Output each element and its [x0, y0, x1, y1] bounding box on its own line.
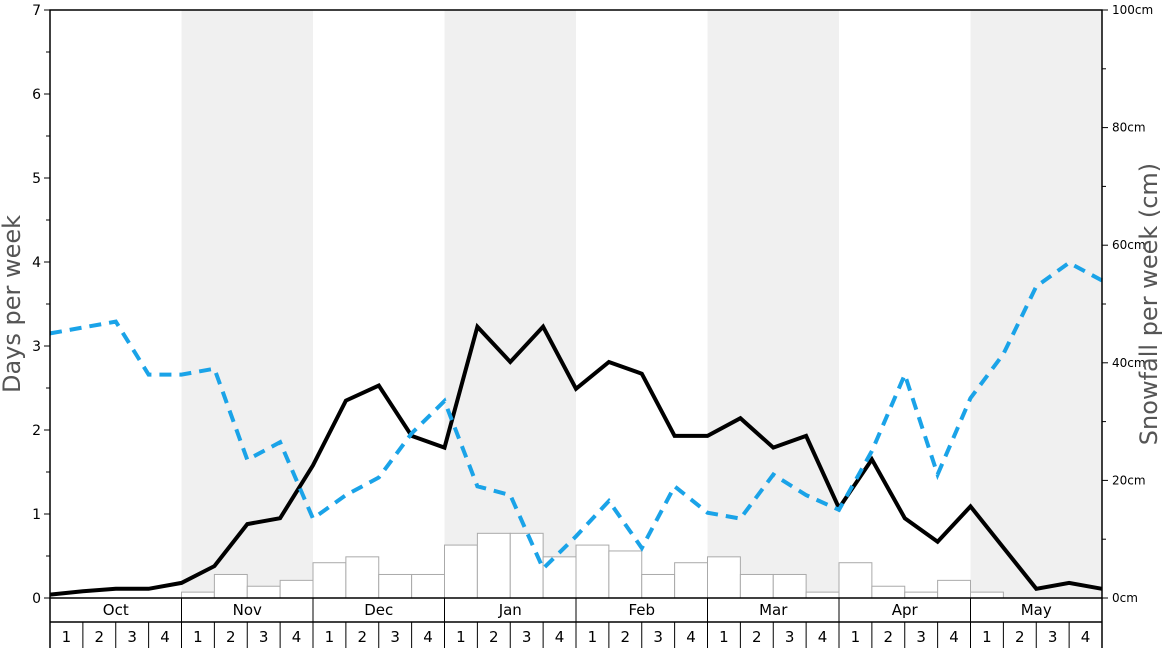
- y2-tick-label: 20cm: [1112, 473, 1146, 487]
- bar: [805, 591, 840, 599]
- week-label: 4: [160, 628, 170, 646]
- snow-days-line: [49, 322, 1103, 597]
- y-tick-label: 2: [32, 423, 41, 439]
- y-tick-label: 3: [32, 339, 41, 355]
- bar: [509, 532, 544, 599]
- week-row: 1 2 3 4 1 2 3 4 1 2 3 4 1 2 3 4 1 2 3 4 1 2 3 4 1 2 3 4 1 2 3 4: [62, 622, 1091, 648]
- month-shading: [181, 10, 1102, 598]
- right-axis: 0cm 20cm 40cm 60cm 80cm 100cm: [1102, 3, 1153, 605]
- bar: [312, 562, 347, 599]
- month-label-jan: Jan: [498, 601, 522, 619]
- month-shade-may: [970, 10, 1102, 598]
- y-axis-label: Days per week: [0, 215, 26, 393]
- week-label: 4: [686, 628, 696, 646]
- week-label: 1: [719, 628, 729, 646]
- y2-tick-label: 100cm: [1112, 3, 1153, 17]
- bar: [444, 544, 478, 599]
- week-label: 2: [621, 628, 631, 646]
- month-shade-nov: [181, 10, 313, 598]
- week-label: 1: [851, 628, 861, 646]
- month-label-nov: Nov: [233, 601, 262, 619]
- y-tick-label: 1: [32, 507, 41, 523]
- y2-tick-label: 0cm: [1112, 591, 1138, 605]
- y2-axis-label: Snowfall per week (cm): [1135, 163, 1163, 445]
- bar: [871, 585, 906, 599]
- bar: [411, 573, 445, 599]
- y-tick-label: 0: [32, 591, 41, 607]
- week-label: 3: [390, 628, 400, 646]
- bar: [608, 550, 643, 599]
- bar: [838, 562, 873, 599]
- y-tick-label: 4: [32, 255, 41, 271]
- month-label-may: May: [1021, 601, 1052, 619]
- y-tick-label: 5: [32, 171, 41, 187]
- week-label: 4: [1081, 628, 1091, 646]
- bar: [772, 573, 807, 599]
- bar: [707, 556, 741, 599]
- week-label: 3: [916, 628, 926, 646]
- week-label: 4: [949, 628, 959, 646]
- week-label: 2: [1015, 628, 1025, 646]
- bar: [213, 573, 248, 599]
- week-label: 2: [226, 628, 236, 646]
- week-label: 1: [982, 628, 992, 646]
- month-label-feb: Feb: [628, 601, 655, 619]
- week-label: 2: [752, 628, 762, 646]
- bar: [345, 556, 380, 599]
- week-label: 3: [259, 628, 269, 646]
- series-lines: [49, 260, 1103, 597]
- month-label-mar: Mar: [759, 601, 788, 619]
- week-label: 2: [489, 628, 499, 646]
- week-label: 4: [292, 628, 302, 646]
- week-label: 1: [62, 628, 72, 646]
- snow-days-bars: [181, 532, 1004, 599]
- month-label-oct: Oct: [103, 601, 129, 619]
- week-label: 2: [358, 628, 368, 646]
- week-label: 1: [193, 628, 203, 646]
- week-label: 1: [325, 628, 335, 646]
- week-label: 1: [588, 628, 598, 646]
- month-shade-jan: [444, 10, 576, 598]
- bar: [641, 573, 676, 599]
- month-label-apr: Apr: [892, 601, 919, 619]
- week-label: 1: [456, 628, 466, 646]
- y-tick-label: 7: [32, 3, 41, 19]
- week-label: 3: [127, 628, 137, 646]
- month-label-dec: Dec: [364, 601, 393, 619]
- bar: [378, 573, 413, 599]
- y2-tick-label: 60cm: [1112, 238, 1146, 252]
- bar: [970, 591, 1004, 599]
- snowfall-line: [49, 260, 1103, 573]
- week-label: 3: [1048, 628, 1058, 646]
- week-label: 2: [884, 628, 894, 646]
- week-label: 4: [555, 628, 565, 646]
- bar: [904, 591, 939, 599]
- month-row: Oct Nov Dec Jan Feb Mar Apr May: [49, 598, 1103, 648]
- week-label: 3: [785, 628, 795, 646]
- bar: [739, 573, 774, 599]
- left-axis: 0 1 2 3 4 5 6 7: [32, 3, 50, 607]
- bar: [279, 579, 314, 599]
- week-label: 3: [522, 628, 532, 646]
- week-label: 4: [423, 628, 433, 646]
- bar: [575, 544, 610, 599]
- bar: [181, 591, 215, 599]
- week-label: 2: [95, 628, 105, 646]
- week-label: 3: [653, 628, 663, 646]
- y2-tick-label: 40cm: [1112, 356, 1146, 370]
- y2-tick-label: 80cm: [1112, 121, 1146, 135]
- month-shade-mar: [707, 10, 839, 598]
- y-tick-label: 6: [32, 87, 41, 103]
- bar: [246, 585, 281, 599]
- week-label: 4: [818, 628, 828, 646]
- bar: [937, 579, 971, 599]
- bar: [476, 532, 511, 599]
- bar: [674, 562, 708, 599]
